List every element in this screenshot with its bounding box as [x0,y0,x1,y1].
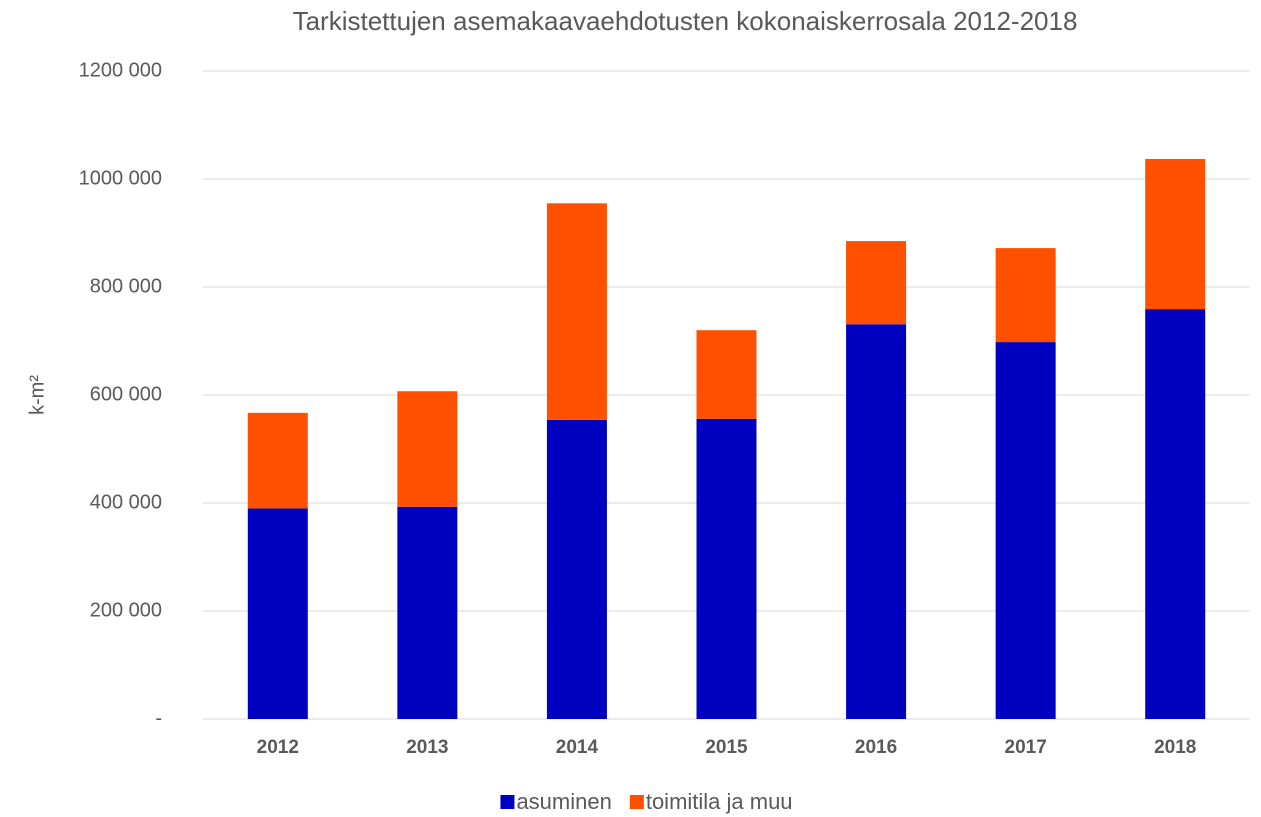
x-tick-label: 2012 [257,737,299,758]
legend-label: asuminen [516,789,611,814]
bar-segment [247,412,308,509]
x-tick-label: 2015 [705,737,748,758]
bar-segment [995,342,1056,719]
y-tick-label: 1200 000 [79,59,162,81]
y-tick-label: 1000 000 [79,167,162,189]
bar-segment [397,506,458,719]
chart-title: Tarkistettujen asemakaavaehdotusten koko… [293,6,1078,36]
bar-segment [546,419,607,719]
x-tick-label: 2018 [1154,737,1196,758]
x-tick-label: 2016 [855,737,897,758]
legend-label: toimitila ja muu [646,789,793,814]
y-tick-label: 200 000 [90,599,162,621]
bar-segment [1145,159,1206,310]
y-axis-label: k-m² [26,375,48,415]
x-tick-label: 2017 [1005,737,1047,758]
bar-segment [696,330,757,419]
y-tick-label: 800 000 [90,275,162,297]
bar-segment [995,248,1056,343]
bar-segment [846,241,907,325]
legend-swatch [629,795,644,809]
y-tick-label: 600 000 [90,383,162,405]
bar-segment [1145,309,1206,719]
bar-segment [696,418,757,719]
y-tick-label: 400 000 [90,491,162,513]
bar-segment [397,391,458,507]
legend-swatch [500,795,515,809]
bar-segment [247,508,308,719]
bar-segment [846,324,907,719]
y-tick-label: - [155,707,162,729]
bar-segment [546,203,607,420]
x-tick-label: 2014 [556,737,599,758]
x-tick-label: 2013 [406,737,448,758]
